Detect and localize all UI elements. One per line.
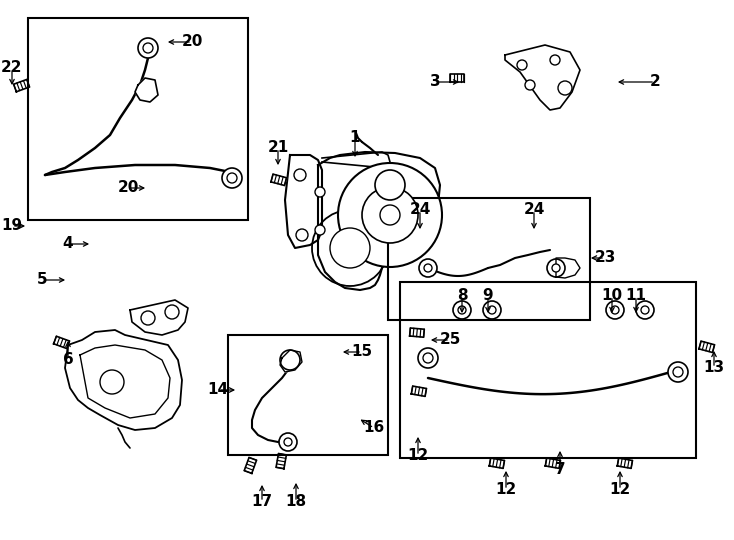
Circle shape	[423, 353, 433, 363]
Circle shape	[279, 433, 297, 451]
Text: 12: 12	[609, 483, 631, 497]
Polygon shape	[135, 78, 158, 102]
Circle shape	[143, 43, 153, 53]
Polygon shape	[556, 258, 580, 278]
Circle shape	[227, 173, 237, 183]
Text: 1: 1	[349, 131, 360, 145]
Bar	[400, 282, 696, 458]
Text: 14: 14	[208, 382, 228, 397]
Text: 2: 2	[650, 75, 661, 90]
Circle shape	[294, 169, 306, 181]
Circle shape	[362, 187, 418, 243]
Text: 12: 12	[495, 483, 517, 497]
Text: 13: 13	[703, 361, 724, 375]
Text: 9: 9	[483, 288, 493, 303]
Text: 22: 22	[1, 60, 23, 76]
Circle shape	[419, 259, 437, 277]
Circle shape	[525, 80, 535, 90]
Polygon shape	[617, 458, 633, 468]
Text: 6: 6	[62, 353, 73, 368]
Text: 4: 4	[62, 237, 73, 252]
Polygon shape	[490, 458, 504, 468]
Polygon shape	[322, 152, 390, 168]
Text: 18: 18	[286, 495, 307, 510]
Circle shape	[453, 301, 471, 319]
Circle shape	[315, 187, 325, 197]
Text: 23: 23	[595, 251, 616, 266]
Circle shape	[100, 370, 124, 394]
Polygon shape	[285, 155, 322, 248]
Polygon shape	[450, 74, 464, 82]
Polygon shape	[276, 454, 286, 469]
Circle shape	[380, 205, 400, 225]
Polygon shape	[699, 341, 715, 353]
Circle shape	[547, 259, 565, 277]
Text: 20: 20	[117, 180, 139, 195]
Text: 3: 3	[429, 75, 440, 90]
Circle shape	[296, 229, 308, 241]
Polygon shape	[545, 458, 561, 468]
Circle shape	[668, 362, 688, 382]
Circle shape	[550, 55, 560, 65]
Polygon shape	[65, 330, 182, 430]
Bar	[388, 198, 590, 320]
Text: 17: 17	[252, 495, 272, 510]
Circle shape	[280, 350, 300, 370]
Text: 11: 11	[625, 288, 647, 303]
Circle shape	[517, 60, 527, 70]
Bar	[228, 335, 388, 455]
Circle shape	[636, 301, 654, 319]
Text: 21: 21	[267, 140, 288, 156]
Text: 20: 20	[181, 35, 203, 50]
Circle shape	[375, 170, 405, 200]
Text: 24: 24	[523, 202, 545, 218]
Polygon shape	[505, 45, 580, 110]
Polygon shape	[271, 174, 286, 185]
Circle shape	[611, 306, 619, 314]
Polygon shape	[54, 336, 70, 348]
Circle shape	[424, 264, 432, 272]
Text: 16: 16	[363, 421, 385, 435]
Circle shape	[488, 306, 496, 314]
Circle shape	[483, 301, 501, 319]
Polygon shape	[318, 152, 440, 290]
Circle shape	[222, 168, 242, 188]
Text: 5: 5	[37, 273, 47, 287]
Circle shape	[606, 301, 624, 319]
Text: 7: 7	[555, 462, 565, 477]
Circle shape	[558, 81, 572, 95]
Circle shape	[284, 438, 292, 446]
Circle shape	[458, 306, 466, 314]
Circle shape	[138, 38, 158, 58]
Circle shape	[312, 210, 388, 286]
Bar	[28, 18, 248, 220]
Circle shape	[338, 163, 442, 267]
Text: 24: 24	[410, 202, 431, 218]
Polygon shape	[411, 386, 426, 396]
Polygon shape	[410, 328, 424, 337]
Text: 25: 25	[440, 333, 461, 348]
Circle shape	[673, 367, 683, 377]
Circle shape	[165, 305, 179, 319]
Polygon shape	[80, 345, 170, 418]
Polygon shape	[14, 79, 29, 92]
Text: 12: 12	[407, 449, 429, 463]
Circle shape	[641, 306, 649, 314]
Circle shape	[330, 228, 370, 268]
Circle shape	[418, 348, 438, 368]
Polygon shape	[280, 350, 302, 372]
Circle shape	[315, 225, 325, 235]
Circle shape	[141, 311, 155, 325]
Circle shape	[552, 264, 560, 272]
Polygon shape	[244, 457, 257, 474]
Text: 10: 10	[601, 288, 622, 303]
Text: 8: 8	[457, 288, 468, 303]
Text: 19: 19	[1, 219, 23, 233]
Text: 15: 15	[352, 345, 373, 360]
Polygon shape	[130, 300, 188, 335]
